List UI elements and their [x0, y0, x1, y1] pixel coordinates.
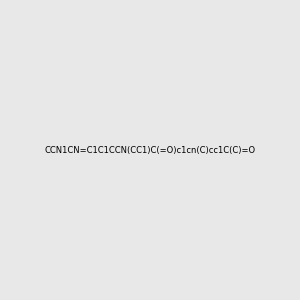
- Text: CCN1CN=C1C1CCN(CC1)C(=O)c1cn(C)cc1C(C)=O: CCN1CN=C1C1CCN(CC1)C(=O)c1cn(C)cc1C(C)=O: [44, 146, 256, 154]
